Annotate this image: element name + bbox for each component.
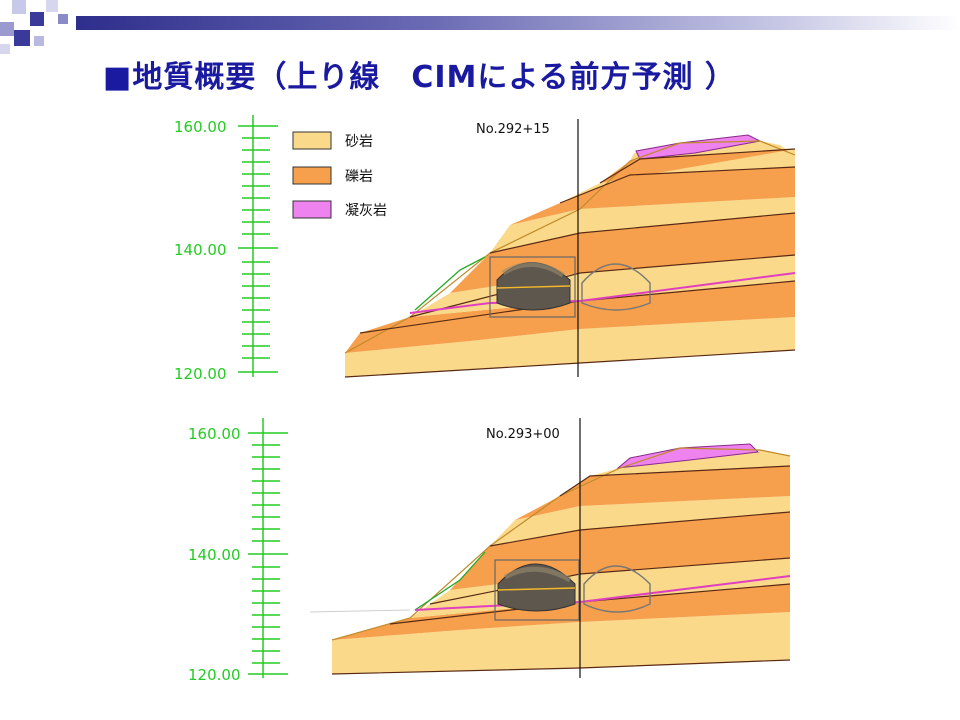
geology-section-2: No.293+00	[309, 418, 791, 678]
scale-label-1-mid: 140.00	[174, 241, 227, 259]
tunnel-outline-1	[581, 263, 651, 311]
header-bar	[76, 16, 960, 30]
tunnel-outline-2	[583, 565, 651, 613]
legend-label-sandstone: 砂岩	[345, 134, 373, 150]
tuff-layer-2	[616, 443, 760, 469]
tunnel-frame-2	[494, 559, 580, 621]
slide-title-wrap: ■地質概要（上り線 CIMによる前方予測 ）	[103, 52, 736, 96]
legend-label-conglomerate: 礫岩	[345, 169, 373, 185]
scale-label-1-bot: 120.00	[174, 365, 227, 380]
scale-label-2-bot: 120.00	[188, 666, 241, 680]
tunnel-frame-1	[489, 256, 576, 318]
legend-swatch-tuff	[292, 200, 332, 219]
scale-label-2-mid: 140.00	[188, 546, 241, 564]
title-bullet: ■	[103, 60, 133, 95]
slide-title: 地質概要（上り線 CIMによる前方予測 ）	[132, 60, 736, 95]
corner-decoration	[0, 0, 90, 60]
station-label-2: No.293+00	[486, 427, 560, 442]
legend-swatch-conglomerate	[292, 166, 332, 185]
geology-section-1: No.292+15	[344, 119, 796, 378]
scale-label-2-top: 160.00	[188, 425, 241, 443]
legend-swatch-sandstone	[292, 131, 332, 150]
cross-section-1: 160.00 140.00 120.00 砂岩 礫岩 凝灰岩	[174, 115, 796, 380]
elevation-scale-2: 160.00 140.00 120.00	[188, 418, 288, 680]
legend-label-tuff: 凝灰岩	[345, 203, 387, 219]
elevation-scale-1: 160.00 140.00 120.00	[174, 115, 278, 380]
station-label-1: No.292+15	[476, 122, 550, 137]
cross-section-2: 160.00 140.00 120.00	[188, 418, 791, 680]
scale-label-1-top: 160.00	[174, 118, 227, 136]
legend: 砂岩 礫岩 凝灰岩	[292, 131, 387, 219]
